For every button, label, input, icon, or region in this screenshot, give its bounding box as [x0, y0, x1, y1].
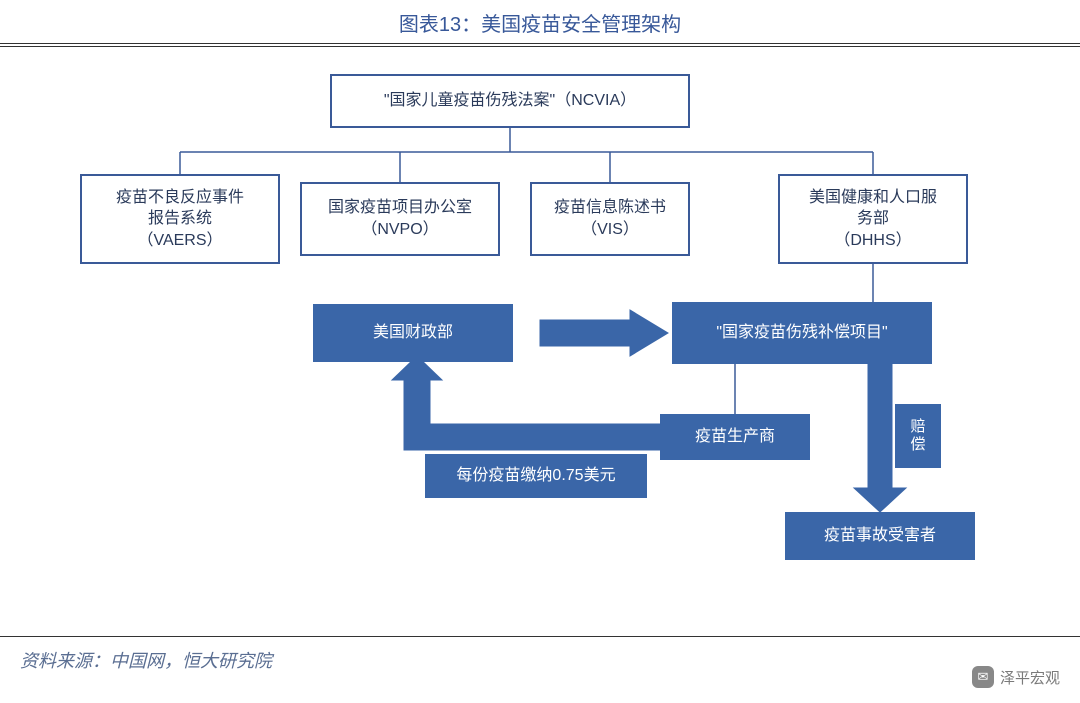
- node-dhhs: 美国健康和人口服 务部 （DHHS）: [778, 174, 968, 264]
- node-treasury: 美国财政部: [313, 304, 513, 362]
- node-vis: 疫苗信息陈述书 （VIS）: [530, 182, 690, 256]
- node-label: 疫苗事故受害者: [824, 525, 936, 547]
- source-attribution: 资料来源：中国网，恒大研究院: [20, 647, 272, 673]
- node-fee: 每份疫苗缴纳0.75美元: [425, 454, 647, 498]
- node-label: "国家疫苗伤残补偿项目": [716, 322, 887, 344]
- node-label: 美国财政部: [373, 322, 453, 344]
- wechat-icon: ✉: [972, 666, 994, 688]
- node-nvpo: 国家疫苗项目办公室 （NVPO）: [300, 182, 500, 256]
- watermark: ✉ 泽平宏观: [972, 666, 1060, 688]
- node-vaers: 疫苗不良反应事件 报告系统 （VAERS）: [80, 174, 280, 264]
- node-ncvia: "国家儿童疫苗伤残法案"（NCVIA）: [330, 74, 690, 128]
- node-manufacturer: 疫苗生产商: [660, 414, 810, 460]
- node-label: 疫苗生产商: [695, 426, 775, 448]
- node-label: 美国健康和人口服 务部 （DHHS）: [809, 187, 937, 252]
- node-label: 国家疫苗项目办公室 （NVPO）: [328, 197, 472, 240]
- node-label: 每份疫苗缴纳0.75美元: [456, 465, 615, 487]
- node-label: 赔 偿: [910, 418, 925, 454]
- node-label: "国家儿童疫苗伤残法案"（NCVIA）: [384, 90, 636, 112]
- node-compensation-label: 赔 偿: [895, 404, 941, 468]
- node-label: 疫苗不良反应事件 报告系统 （VAERS）: [116, 187, 244, 252]
- footer-divider: [0, 636, 1080, 637]
- node-vicp: "国家疫苗伤残补偿项目": [672, 302, 932, 364]
- node-victim: 疫苗事故受害者: [785, 512, 975, 560]
- watermark-text: 泽平宏观: [1000, 667, 1060, 688]
- node-label: 疫苗信息陈述书 （VIS）: [554, 197, 666, 240]
- diagram-canvas: "国家儿童疫苗伤残法案"（NCVIA） 疫苗不良反应事件 报告系统 （VAERS…: [0, 44, 1080, 634]
- chart-title: 图表13：美国疫苗安全管理架构: [0, 0, 1080, 44]
